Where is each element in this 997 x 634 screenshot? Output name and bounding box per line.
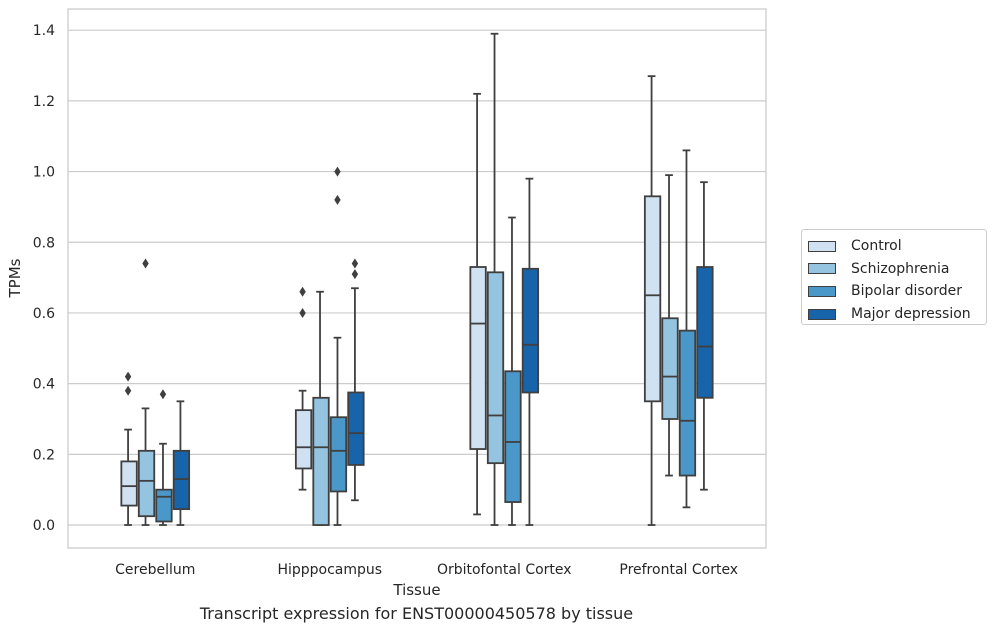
x-tick-label: Cerebellum <box>115 562 195 578</box>
box-iqr <box>312 396 330 526</box>
box-3-2 <box>678 149 697 509</box>
x-tick-label: Orbitofontal Cortex <box>437 562 572 578</box>
outlier-point <box>351 269 359 280</box>
outlier-point <box>124 385 132 396</box>
box-plot-series <box>120 32 714 526</box>
box-2-2 <box>504 216 522 526</box>
legend-label: Major depression <box>851 306 971 323</box>
y-tick-label: 0.8 <box>33 235 55 251</box>
x-tick-label: Prefrontal Cortex <box>619 562 738 578</box>
legend-label: Schizophrenia <box>851 260 950 277</box>
y-tick-label: 1.0 <box>33 165 55 181</box>
box-2-0 <box>469 92 487 516</box>
outlier-point <box>299 286 306 297</box>
box-0-1 <box>137 258 156 526</box>
box-iqr <box>696 266 714 399</box>
outlier-point <box>334 166 341 177</box>
y-axis-ticks: 0.0 0.2 0.4 0.6 0.8 1.0 1.2 1.4 <box>33 23 55 534</box>
legend-item: Control <box>808 235 986 258</box>
y-axis-label: TPMs <box>6 258 24 298</box>
box-iqr <box>486 271 505 465</box>
box-0-2 <box>155 389 173 526</box>
legend-swatch <box>808 285 836 297</box>
box-iqr <box>294 409 313 470</box>
outlier-point <box>351 258 359 269</box>
box-3-1 <box>661 174 679 477</box>
grid-lines <box>68 29 766 526</box>
outlier-point <box>124 371 132 382</box>
legend-swatch <box>808 240 836 252</box>
legend: Control Schizophrenia Bipolar disorder Majo… <box>801 229 987 325</box>
box-iqr <box>469 266 487 450</box>
y-tick-label: 0.2 <box>33 447 55 463</box>
box-iqr <box>155 488 173 523</box>
box-iqr <box>347 391 365 466</box>
box-1-0 <box>294 286 313 491</box>
legend-label: Control <box>851 238 902 255</box>
box-3-0 <box>643 75 662 526</box>
box-iqr <box>120 460 138 507</box>
box-iqr <box>137 449 156 518</box>
box-iqr <box>521 267 540 394</box>
outlier-point <box>159 389 167 400</box>
box-2-3 <box>521 177 540 526</box>
y-tick-label: 0.0 <box>33 518 55 534</box>
x-axis-label: Tissue <box>392 581 440 599</box>
legend-label: Bipolar disorder <box>851 283 963 300</box>
box-iqr <box>661 317 679 420</box>
x-tick-label: Hipppocampus <box>277 562 382 578</box>
outlier-point <box>142 258 149 269</box>
box-0-0 <box>120 371 138 526</box>
y-tick-label: 1.2 <box>33 94 55 110</box>
y-tick-label: 0.6 <box>33 306 55 322</box>
box-iqr <box>329 416 348 493</box>
legend-item: Bipolar disorder <box>808 280 986 303</box>
box-iqr <box>504 370 522 503</box>
x-axis-ticks: Cerebellum Hipppocampus Orbitofontal Corte… <box>115 562 738 578</box>
outlier-point <box>334 194 341 205</box>
legend-item: Major depression <box>808 303 986 326</box>
box-1-1 <box>312 290 330 526</box>
legend-swatch <box>808 263 836 275</box>
box-1-2 <box>329 166 348 526</box>
plot-frame <box>67 8 767 549</box>
box-iqr <box>643 195 662 403</box>
y-tick-label: 0.4 <box>33 377 55 393</box>
legend-swatch <box>808 308 836 320</box>
box-3-3 <box>696 181 714 491</box>
y-tick-label: 1.4 <box>33 23 55 39</box>
box-iqr <box>678 329 697 477</box>
legend-item: Schizophrenia <box>808 258 986 281</box>
box-0-3 <box>172 400 191 526</box>
box-2-1 <box>486 32 505 526</box>
box-1-3 <box>347 258 365 502</box>
outlier-point <box>299 307 306 318</box>
chart-caption: Transcript expression for ENST0000045057… <box>199 604 634 623</box>
